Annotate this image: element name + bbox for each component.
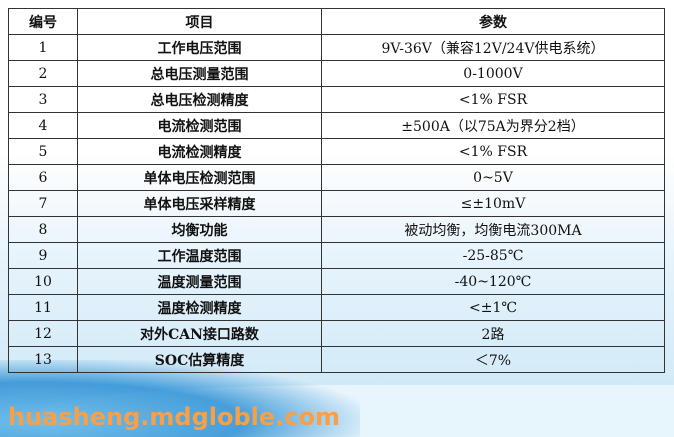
cell-number: 7 — [8, 190, 78, 217]
table-row: 5 电流检测精度 <1% FSR — [8, 138, 665, 165]
cell-parameter: 2路 — [321, 320, 665, 347]
spec-table: 编号 项目 参数 1 工作电压范围 9V-36V（兼容12V/24V供电系统） 2 总电… — [8, 8, 665, 373]
cell-parameter: <1% FSR — [321, 138, 665, 165]
cell-item: 总电压测量范围 — [77, 60, 322, 87]
cell-number: 1 — [8, 34, 78, 61]
cell-item: 工作温度范围 — [77, 242, 322, 269]
table-row: 4 电流检测范围 ±500A（以75A为界分2档） — [8, 112, 665, 139]
cell-item: 工作电压范围 — [77, 34, 322, 61]
cell-parameter: 被动均衡，均衡电流300MA — [321, 216, 665, 243]
cell-parameter: ≤±10mV — [321, 190, 665, 217]
cell-number: 3 — [8, 86, 78, 113]
cell-number: 10 — [8, 268, 78, 295]
cell-parameter: ＜7% — [321, 346, 665, 373]
table-row: 3 总电压检测精度 <1% FSR — [8, 86, 665, 113]
cell-number: 5 — [8, 138, 78, 165]
cell-number: 11 — [8, 294, 78, 321]
cell-parameter: -25-85℃ — [321, 242, 665, 269]
cell-item: 单体电压检测范围 — [77, 164, 322, 191]
cell-parameter: <±1℃ — [321, 294, 665, 321]
cell-item: 温度测量范围 — [77, 268, 322, 295]
cell-parameter: ±500A（以75A为界分2档） — [321, 112, 665, 139]
cell-parameter: 0-1000V — [321, 60, 665, 87]
cell-number: 4 — [8, 112, 78, 139]
table-row: 1 工作电压范围 9V-36V（兼容12V/24V供电系统） — [8, 34, 665, 61]
cell-item: 均衡功能 — [77, 216, 322, 243]
cell-item: 电流检测精度 — [77, 138, 322, 165]
table-row: 12 对外CAN接口路数 2路 — [8, 320, 665, 347]
table-row: 10 温度测量范围 -40~120℃ — [8, 268, 665, 295]
cell-number: 13 — [8, 346, 78, 373]
cell-parameter: -40~120℃ — [321, 268, 665, 295]
cell-number: 6 — [8, 164, 78, 191]
cell-parameter: 0~5V — [321, 164, 665, 191]
table-row: 9 工作温度范围 -25-85℃ — [8, 242, 665, 269]
table-row: 13 SOC估算精度 ＜7% — [8, 346, 665, 373]
watermark: huasheng.mdgloble.com — [8, 403, 341, 431]
table-row: 8 均衡功能 被动均衡，均衡电流300MA — [8, 216, 665, 243]
header-number: 编号 — [8, 8, 78, 35]
table-row: 6 单体电压检测范围 0~5V — [8, 164, 665, 191]
cell-item: 温度检测精度 — [77, 294, 322, 321]
cell-item: 电流检测范围 — [77, 112, 322, 139]
cell-parameter: 9V-36V（兼容12V/24V供电系统） — [321, 34, 665, 61]
table-row: 11 温度检测精度 <±1℃ — [8, 294, 665, 321]
cell-number: 9 — [8, 242, 78, 269]
cell-item: SOC估算精度 — [77, 346, 322, 373]
table-row: 7 单体电压采样精度 ≤±10mV — [8, 190, 665, 217]
cell-parameter: <1% FSR — [321, 86, 665, 113]
table-row: 2 总电压测量范围 0-1000V — [8, 60, 665, 87]
cell-item: 对外CAN接口路数 — [77, 320, 322, 347]
table-header-row: 编号 项目 参数 — [8, 8, 665, 35]
header-parameter: 参数 — [321, 8, 665, 35]
header-item: 项目 — [77, 8, 322, 35]
cell-number: 12 — [8, 320, 78, 347]
cell-number: 8 — [8, 216, 78, 243]
cell-item: 总电压检测精度 — [77, 86, 322, 113]
cell-item: 单体电压采样精度 — [77, 190, 322, 217]
cell-number: 2 — [8, 60, 78, 87]
